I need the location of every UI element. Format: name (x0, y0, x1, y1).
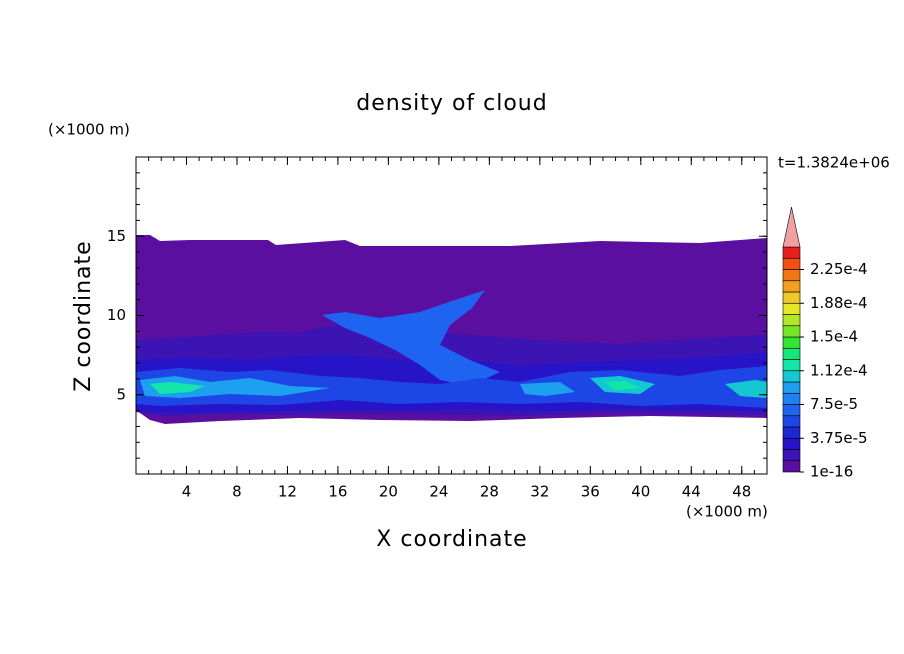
colorbar-band (782, 437, 801, 450)
colorbar-band (782, 460, 801, 473)
x-unit: (×1000 m) (686, 503, 768, 521)
colorbar-band (782, 415, 801, 428)
colorbar-band (782, 280, 801, 293)
x-tick-label: 40 (631, 483, 650, 501)
colorbar-band (782, 269, 801, 282)
x-tick-label: 44 (682, 483, 701, 501)
contour-region (140, 376, 330, 398)
annotation: t=1.3824e+06 (778, 154, 890, 172)
x-tick-label: 36 (581, 483, 600, 501)
colorbar-band (782, 426, 801, 439)
x-tick-label: 32 (530, 483, 549, 501)
colorbar-band (782, 325, 801, 338)
contour-region (725, 380, 767, 398)
x-tick-label: 20 (379, 483, 398, 501)
colorbar-band (782, 336, 801, 349)
colorbar-label: 3.75e-5 (810, 429, 868, 447)
colorbar-label: 7.5e-5 (810, 395, 858, 413)
colorbar-extension (782, 206, 801, 248)
colorbar-band (782, 370, 801, 383)
y-axis-label: Z coordinate (71, 240, 96, 391)
y-tick-label: 15 (107, 227, 126, 245)
x-axis-label: X coordinate (376, 527, 527, 552)
y-unit: (×1000 m) (48, 121, 130, 139)
colorbar-band (782, 359, 801, 372)
y-tick-label: 5 (116, 385, 126, 403)
colorbar-band (782, 246, 801, 259)
x-tick-label: 8 (232, 483, 242, 501)
x-tick-label: 48 (732, 483, 751, 501)
colorbar-label: 2.25e-4 (810, 260, 868, 278)
colorbar-label: 1.5e-4 (810, 328, 858, 346)
x-tick-label: 12 (278, 483, 297, 501)
colorbar-label: 1.12e-4 (810, 361, 868, 379)
x-tick-label: 4 (182, 483, 192, 501)
colorbar-band (782, 302, 801, 315)
colorbar-label: 1e-16 (810, 463, 853, 481)
contour-region (136, 366, 767, 408)
colorbar-band (782, 449, 801, 462)
y-tick-label: 10 (107, 306, 126, 324)
x-tick-label: 16 (328, 483, 347, 501)
colorbar-band (782, 392, 801, 405)
colorbar-band (782, 381, 801, 394)
x-tick-label: 28 (480, 483, 499, 501)
contour-region (150, 382, 205, 394)
colorbar-band (782, 291, 801, 304)
colorbar-label: 1.88e-4 (810, 294, 868, 312)
colorbar-band (782, 347, 801, 360)
contour-region (605, 381, 640, 390)
colorbar-band (782, 404, 801, 417)
contour-region (520, 382, 575, 396)
colorbar-band (782, 314, 801, 327)
chart-title: density of cloud (356, 91, 547, 116)
x-tick-label: 24 (429, 483, 448, 501)
colorbar-band (782, 257, 801, 270)
contour-region (322, 290, 500, 386)
